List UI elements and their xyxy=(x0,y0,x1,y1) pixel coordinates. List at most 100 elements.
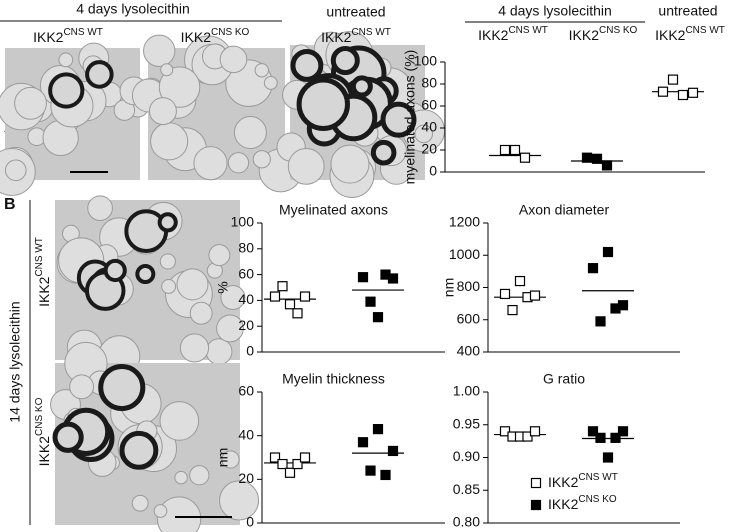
data-point xyxy=(667,74,679,85)
data-point xyxy=(269,291,281,302)
micrograph-axon xyxy=(103,258,127,283)
micrograph-cell xyxy=(14,86,47,120)
data-point xyxy=(522,431,533,442)
y-tick-label: 0 xyxy=(246,343,254,359)
data-point xyxy=(365,465,376,476)
chart-title: Axon diameter xyxy=(519,202,610,218)
data-point xyxy=(269,452,281,463)
micrograph-cell xyxy=(189,301,213,325)
micrograph-cell xyxy=(252,150,271,169)
data-point xyxy=(292,458,303,470)
chart-title: Myelin thickness xyxy=(282,371,385,387)
data-point xyxy=(499,288,511,300)
data-point xyxy=(499,426,511,437)
micrograph-cell xyxy=(287,147,325,185)
data-point xyxy=(587,426,599,437)
label-sup: CNS WT xyxy=(508,25,547,36)
data-point xyxy=(530,477,542,489)
data-point xyxy=(284,467,296,478)
data-point xyxy=(372,312,384,323)
micrograph-cell xyxy=(87,195,113,221)
micrograph-axon xyxy=(290,48,324,82)
data-point xyxy=(372,424,384,435)
label: IKK2CNS WT xyxy=(548,472,618,490)
micrograph-cell xyxy=(227,152,250,174)
y-tick-label: 100 xyxy=(231,214,255,230)
data-point xyxy=(595,316,606,327)
y-tick-label: 20 xyxy=(238,470,254,486)
y-axis-label: % xyxy=(215,281,231,293)
label-base: IKK2 xyxy=(655,27,686,43)
data-point xyxy=(602,246,614,258)
micrograph-cell xyxy=(160,63,174,77)
micrograph-cell xyxy=(254,63,269,78)
y-axis-label: nm xyxy=(215,448,231,467)
chart-title: G ratio xyxy=(543,371,585,387)
label-sup: CNS KO xyxy=(34,397,45,436)
label: IKK2CNS KO xyxy=(181,27,250,45)
y-tick-label: 20 xyxy=(238,317,254,333)
label-sup: CNS WT xyxy=(34,237,45,276)
micrograph-axon xyxy=(85,60,114,89)
micrograph-axon xyxy=(370,139,397,166)
label-sup: CNS KO xyxy=(211,27,250,38)
label: IKK2CNS WT xyxy=(478,25,548,43)
label-sup: CNS WT xyxy=(685,25,724,36)
data-point xyxy=(617,300,629,311)
label-base: IKK2 xyxy=(478,27,509,43)
micrograph-cell xyxy=(193,146,228,181)
micrograph-cell xyxy=(219,45,248,74)
micrograph-cell xyxy=(414,124,433,144)
y-tick-label: 1200 xyxy=(449,214,480,230)
data-point xyxy=(292,308,303,319)
data-point xyxy=(380,469,391,481)
micrograph-axon xyxy=(296,77,350,131)
label-base: IKK2 xyxy=(548,496,579,512)
label: IKK2CNS KO xyxy=(548,494,617,512)
micrograph-cell xyxy=(148,97,177,126)
data-point xyxy=(387,445,399,457)
micrograph-axon xyxy=(119,430,159,470)
micrograph-cell xyxy=(208,244,231,267)
micrograph-cell xyxy=(143,34,176,67)
micrograph-axon xyxy=(135,264,156,285)
label-sup: CNS WT xyxy=(351,27,390,38)
label: IKK2CNS WT xyxy=(321,27,391,45)
micrograph-cell xyxy=(189,465,210,486)
data-point xyxy=(581,152,593,163)
label: IKK2CNS WT xyxy=(33,27,103,45)
data-point xyxy=(687,87,699,98)
data-point xyxy=(610,432,621,443)
y-tick-label: 60 xyxy=(238,383,254,399)
panel-label: B xyxy=(4,196,16,213)
micrograph-cell xyxy=(221,450,240,469)
micrograph-cell xyxy=(159,401,200,441)
label-sup: CNS KO xyxy=(578,494,617,505)
chart-title: Myelinated axons xyxy=(279,202,388,218)
y-tick-label: 600 xyxy=(457,310,481,326)
micrograph-cell xyxy=(161,279,177,294)
label-base: IKK2 xyxy=(36,276,52,307)
micrograph-axon xyxy=(350,75,373,98)
data-point xyxy=(277,281,288,292)
label: IKK2CNS WT xyxy=(655,25,725,43)
data-point xyxy=(514,275,526,287)
data-point xyxy=(529,426,541,437)
micrograph-cell xyxy=(158,66,201,108)
y-tick-label: 60 xyxy=(421,97,437,113)
micrograph-cell xyxy=(4,159,27,182)
data-point xyxy=(591,153,603,164)
micrograph-cell xyxy=(205,338,233,366)
micrograph-axon xyxy=(52,421,84,453)
y-tick-label: 0.85 xyxy=(453,481,480,497)
micrograph-axon xyxy=(48,72,85,109)
y-tick-label: 40 xyxy=(238,426,254,442)
y-tick-label: 40 xyxy=(238,291,254,307)
micrograph-axon xyxy=(330,46,360,76)
label: IKK2CNS WT xyxy=(34,237,52,307)
y-tick-label: 0.95 xyxy=(453,415,480,431)
micrograph-cell xyxy=(156,496,202,532)
micrograph-cell xyxy=(176,268,209,301)
micrograph-cell xyxy=(216,314,244,343)
